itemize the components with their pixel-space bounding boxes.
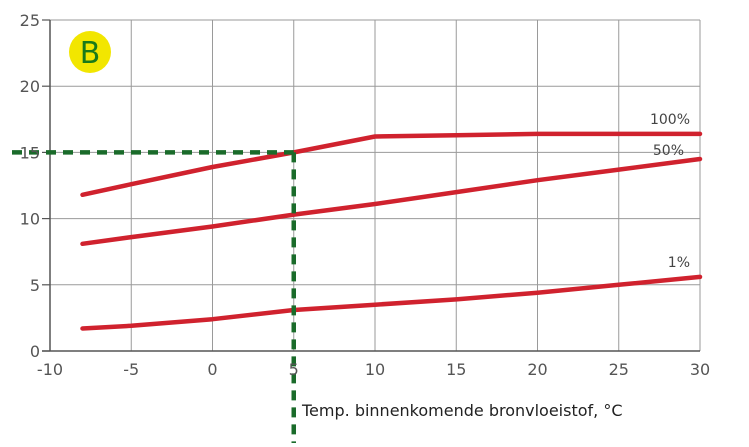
series-line xyxy=(80,274,703,331)
labels-layer: -10 -5 0 5 10 15 20 25 30 0 5 10 15 20 25 100% 50% 1% xyxy=(20,11,711,379)
series-layer xyxy=(80,131,703,331)
grid-layer xyxy=(49,19,701,352)
y-tick-label: 15 xyxy=(20,143,40,162)
x-tick-label: 5 xyxy=(289,360,299,379)
y-tick-label: 0 xyxy=(30,342,40,361)
series-line xyxy=(80,131,703,198)
y-tick-label: 5 xyxy=(30,276,40,295)
x-tick-label: 25 xyxy=(609,360,629,379)
series-line xyxy=(80,156,703,247)
series-label: 100% xyxy=(650,112,690,128)
x-tick-label: 20 xyxy=(527,360,547,379)
x-tick-label: 30 xyxy=(690,360,710,379)
reference-lines-layer xyxy=(12,150,296,443)
x-tick-label: -5 xyxy=(123,360,139,379)
badge-circle xyxy=(69,31,111,73)
x-tick-label: 10 xyxy=(365,360,385,379)
x-axis-title: Temp. binnenkomende bronvloeistof, °C xyxy=(301,401,623,420)
y-tick-label: 20 xyxy=(20,77,40,96)
x-tick-label: -10 xyxy=(37,360,63,379)
y-tick-label: 25 xyxy=(20,11,40,30)
axes-layer xyxy=(42,19,700,352)
x-tick-label: 0 xyxy=(207,360,217,379)
y-tick-label: 10 xyxy=(20,210,40,229)
series-label: 1% xyxy=(668,255,690,271)
badge-label: B xyxy=(80,36,101,71)
badge-group: B xyxy=(69,31,111,73)
x-tick-label: 15 xyxy=(446,360,466,379)
series-label: 50% xyxy=(653,143,684,159)
